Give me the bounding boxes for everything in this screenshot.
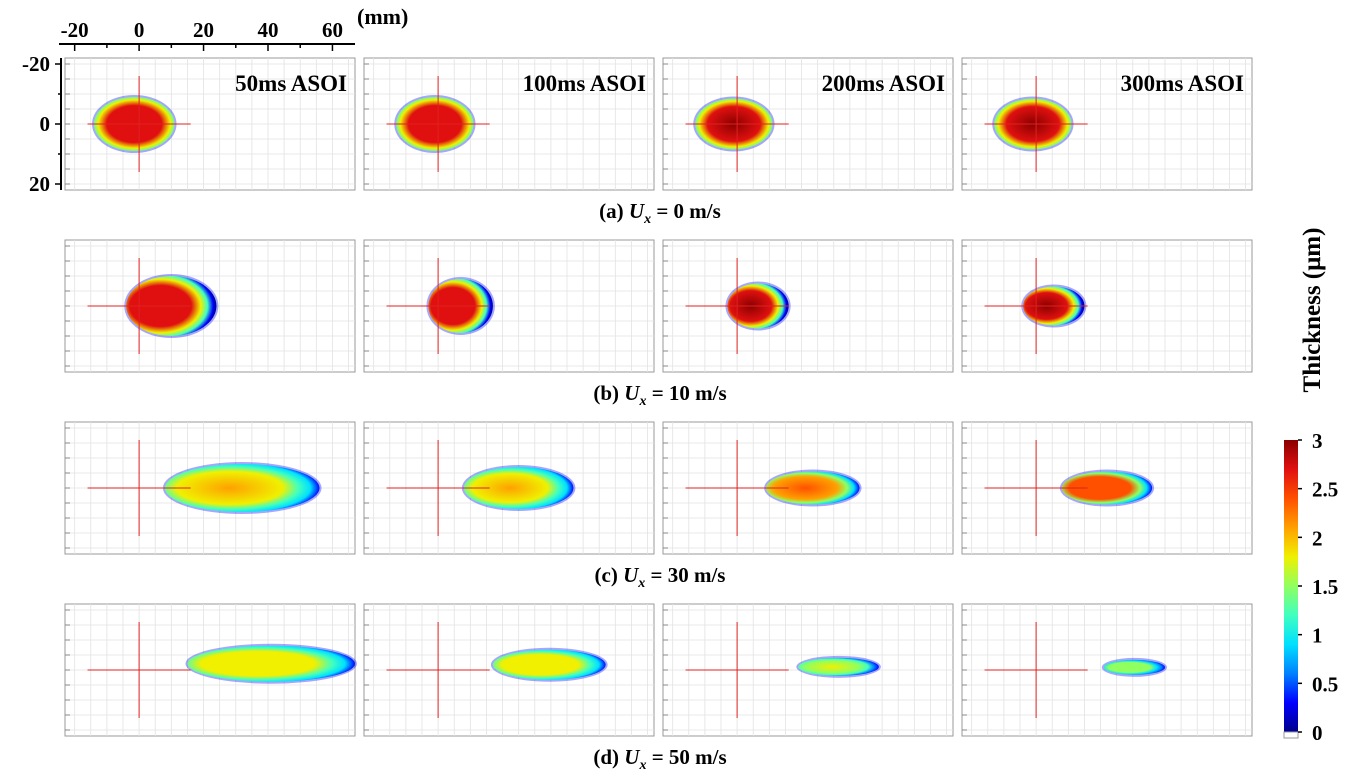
colorbar-tick-label: 2.5 [1312, 478, 1338, 502]
row-label-var: U [624, 381, 641, 405]
panel [64, 239, 356, 373]
row-label-var: U [629, 199, 646, 223]
row-label-suffix: = 10 m/s [646, 381, 726, 405]
colorbar-tick-label: 3 [1312, 429, 1323, 453]
row-label: (d) Ux = 50 m/s [593, 745, 726, 773]
panel [662, 421, 954, 555]
left-axis-tick-label: 0 [40, 112, 51, 136]
colorbar-under-swatch [1283, 731, 1299, 739]
colorbar-tick-label: 1 [1312, 624, 1323, 648]
spray-footprint [1061, 471, 1153, 505]
colorbar-tick-label: 0 [1312, 721, 1323, 745]
row-label-prefix: (a) [599, 199, 629, 223]
panel [961, 57, 1253, 191]
row-label: (c) Ux = 30 m/s [595, 563, 726, 591]
row-label-sub: x [638, 394, 646, 409]
spray-footprint [463, 467, 574, 509]
row-label-prefix: (d) [593, 745, 624, 769]
panel [64, 603, 357, 737]
row-label-prefix: (b) [593, 381, 624, 405]
panel [64, 421, 356, 555]
row-label-var: U [624, 745, 641, 769]
left-axis-tick-label: -20 [22, 52, 50, 76]
left-axis: -20 0 20 [22, 52, 62, 196]
colorbar-bar [1284, 440, 1298, 732]
row-label-suffix: = 50 m/s [646, 745, 726, 769]
row-label-prefix: (c) [595, 563, 624, 587]
panel [363, 239, 655, 373]
colorbar-tick-label: 1.5 [1312, 575, 1338, 599]
top-axis: -20 0 20 40 60 (mm) [59, 4, 408, 51]
unit-label: (mm) [357, 4, 408, 29]
row-label-var: U [623, 563, 640, 587]
panel [961, 603, 1253, 737]
row-label-suffix: = 0 m/s [651, 199, 721, 223]
time-label: 300ms ASOI [1121, 71, 1244, 96]
top-axis-tick-label: -20 [61, 18, 89, 42]
panel [64, 57, 356, 191]
panel [961, 421, 1253, 555]
top-axis-tick-label: 40 [258, 18, 279, 42]
top-axis-tick-label: 60 [322, 18, 343, 42]
row-label-sub: x [637, 576, 645, 591]
panel [363, 421, 655, 555]
spray-footprint [187, 645, 355, 682]
panel [961, 239, 1253, 373]
left-axis-tick-label: 20 [29, 172, 50, 196]
top-axis-tick-label: 20 [193, 18, 214, 42]
time-label: 100ms ASOI [523, 71, 646, 96]
top-axis-tick-label: 0 [134, 18, 145, 42]
row-label: (b) Ux = 10 m/s [593, 381, 726, 409]
time-label: 200ms ASOI [822, 71, 945, 96]
row-label: (a) Ux = 0 m/s [599, 199, 721, 227]
colorbar: 3 2.5 2 1.5 1 0.5 0 Thickness (μm) [1283, 228, 1338, 745]
spray-footprint [1103, 659, 1165, 675]
row-label-suffix: = 30 m/s [645, 563, 725, 587]
spray-footprint [492, 649, 606, 680]
colorbar-tick-label: 2 [1312, 526, 1323, 550]
row-label-sub: x [643, 212, 651, 227]
panel [662, 57, 954, 191]
panel [662, 239, 954, 373]
panel [662, 603, 954, 737]
spray-footprint [766, 471, 860, 505]
panel [363, 57, 655, 191]
row-label-sub: x [638, 758, 646, 773]
panel [363, 603, 655, 737]
time-label: 50ms ASOI [235, 71, 347, 96]
spray-footprint [164, 464, 320, 512]
colorbar-title: Thickness (μm) [1299, 228, 1326, 393]
colorbar-tick-label: 0.5 [1312, 672, 1338, 696]
spray-footprint [798, 657, 879, 676]
